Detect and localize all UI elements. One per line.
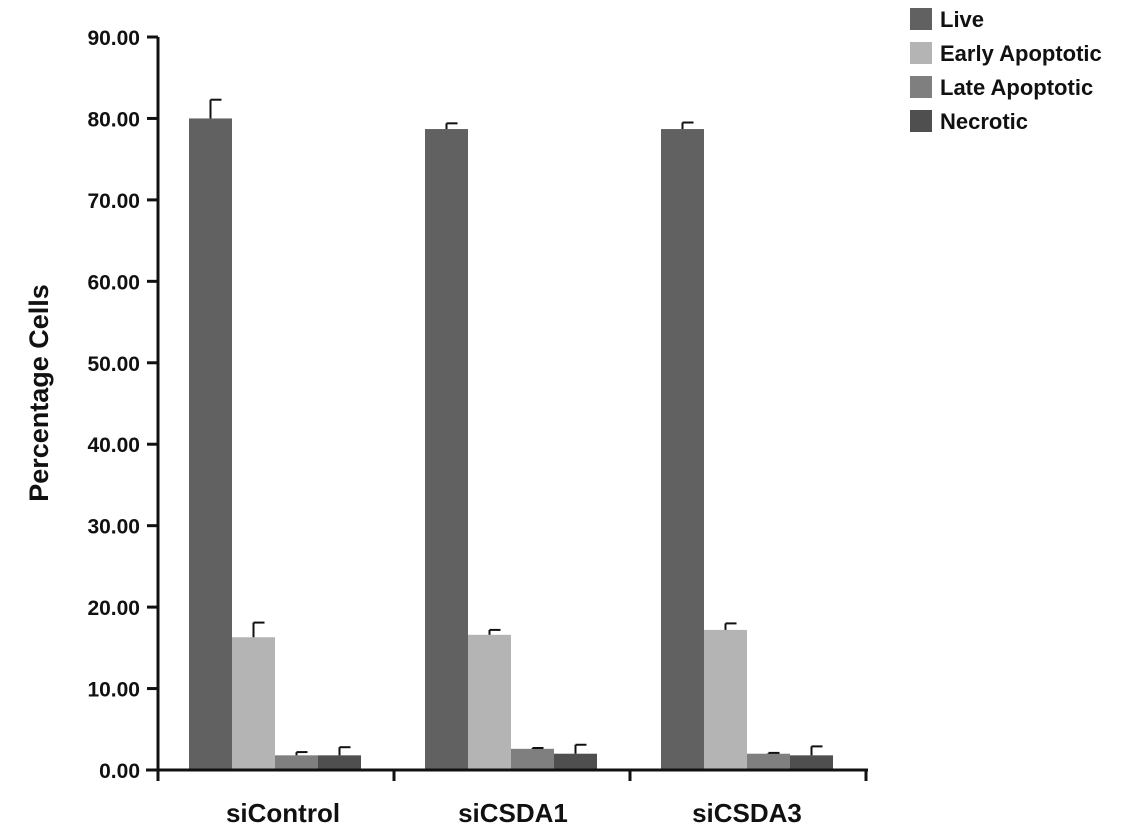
y-tick-label: 90.00 (87, 27, 140, 50)
y-axis-label: Percentage Cells (24, 284, 54, 502)
bar (790, 755, 833, 770)
bar (704, 629, 747, 770)
legend-label: Early Apoptotic (940, 41, 1102, 66)
y-tick-label: 30.00 (87, 516, 140, 539)
y-tick-label: 60.00 (87, 271, 140, 294)
y-tick-layer: 0.00 10.00 20.00 30.00 40.00 50.00 60.00 70.00 8… (87, 27, 158, 783)
legend-swatch (910, 76, 932, 98)
y-tick-label: 10.00 (87, 679, 140, 702)
bar (189, 118, 232, 770)
bar (468, 634, 511, 770)
bar (232, 637, 275, 770)
y-tick-label: 80.00 (87, 108, 140, 131)
y-tick-label: 0.00 (99, 760, 140, 783)
y-tick-label: 50.00 (87, 353, 140, 376)
y-tick-label: 40.00 (87, 434, 140, 457)
legend-label: Late Apoptotic (940, 75, 1093, 100)
x-tick-label: siCSDA1 (458, 798, 568, 828)
bar (318, 755, 361, 770)
bar (661, 129, 704, 770)
legend-label: Necrotic (940, 109, 1028, 134)
legend-label: Live (940, 7, 984, 32)
x-tick-layer: siControl siCSDA1 siCSDA3 (156, 770, 868, 828)
bar (425, 129, 468, 770)
x-tick-label: siCSDA3 (692, 798, 802, 828)
bar (511, 748, 554, 770)
legend-swatch (910, 8, 932, 30)
bar (275, 755, 318, 770)
y-tick-label: 70.00 (87, 190, 140, 213)
bar (747, 753, 790, 770)
legend: Live Early Apoptotic Late Apoptotic Necroti… (910, 7, 1102, 134)
axes-layer (146, 37, 868, 772)
legend-swatch (910, 110, 932, 132)
x-tick-label: siControl (226, 798, 340, 828)
bars-layer (189, 118, 833, 770)
legend-swatch (910, 42, 932, 64)
y-tick-label: 20.00 (87, 597, 140, 620)
error-bars-layer (209, 98, 823, 756)
bar (554, 753, 597, 770)
